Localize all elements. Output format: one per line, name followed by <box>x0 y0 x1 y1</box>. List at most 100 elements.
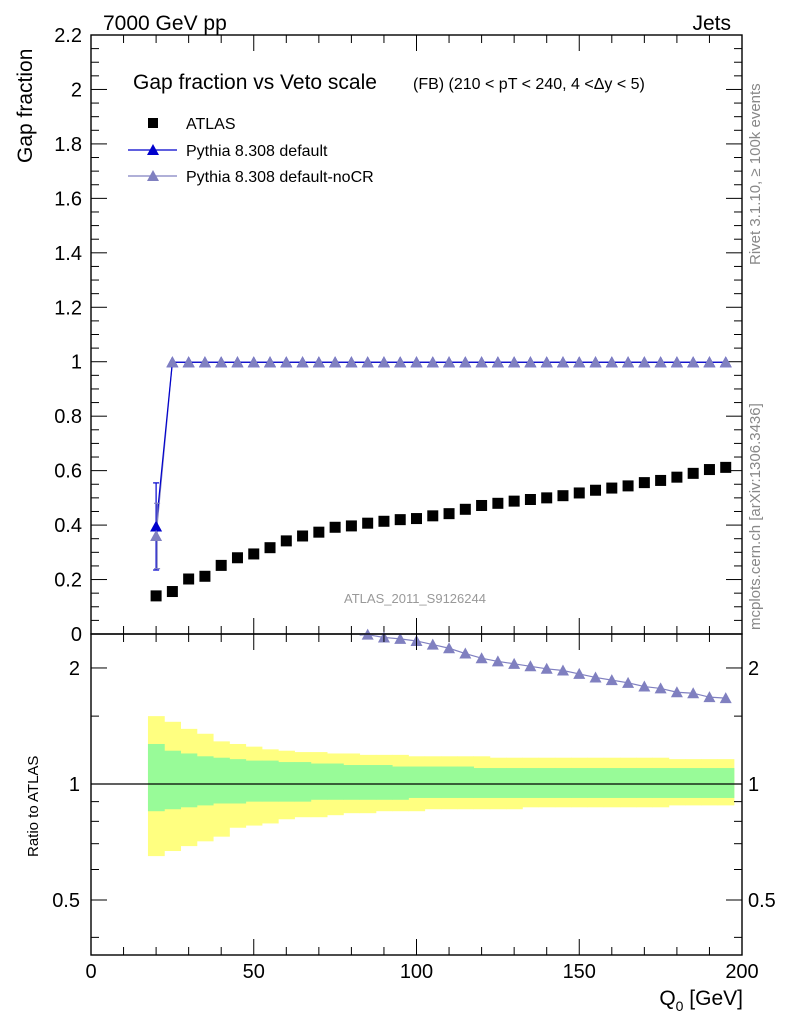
ratio-data-series <box>359 628 732 704</box>
data-point-triangle <box>687 356 700 368</box>
data-point-triangle <box>524 356 537 368</box>
data-point-square <box>687 467 699 479</box>
data-point-square <box>703 464 715 476</box>
x-tick-label: 100 <box>400 961 433 983</box>
data-point-square <box>476 499 488 511</box>
ratio-band-inner <box>668 768 686 798</box>
data-point-triangle <box>410 356 423 368</box>
data-point-triangle <box>150 529 163 541</box>
data-point-square <box>492 497 504 509</box>
ratio-band-inner <box>164 750 182 810</box>
data-point-square <box>183 573 195 585</box>
x-axis-label: Q0 [GeV] <box>659 987 743 1014</box>
ratio-band-inner <box>229 759 247 804</box>
data-point-triangle <box>264 356 277 368</box>
main-y-axis-label: Gap fraction <box>14 49 37 163</box>
ratio-y-tick-labels: 0.5 0.5 1 1 2 2 <box>52 658 776 912</box>
mcplots-label: mcplots.cern.ch [arXiv:1306.3436] <box>747 403 764 630</box>
data-point-square <box>622 480 634 492</box>
ratio-band-inner <box>489 768 507 798</box>
data-point-square <box>655 474 667 486</box>
data-point-triangle <box>231 356 244 368</box>
ratio-band-inner <box>196 756 214 806</box>
main-y-tick-label: 0.8 <box>54 406 82 428</box>
ratio-point-triangle <box>638 680 651 692</box>
data-point-triangle <box>345 356 358 368</box>
main-y-tick-label: 2.2 <box>54 25 82 47</box>
data-point-square <box>199 570 211 582</box>
data-point-triangle <box>394 356 407 368</box>
main-subtitle: (FB) (210 < pT < 240, 4 <Δy < 5) <box>413 76 645 93</box>
main-y-tick-label: 0 <box>71 624 82 646</box>
ratio-point-triangle <box>540 662 553 674</box>
data-point-square <box>606 482 618 494</box>
main-y-tick-label: 1.4 <box>54 243 82 265</box>
main-tick-marks <box>90 34 743 635</box>
ratio-band-inner <box>571 768 588 798</box>
legend-label-nocr: Pythia 8.308 default-noCR <box>186 169 374 186</box>
ratio-band-inner <box>343 765 361 800</box>
data-point-square <box>524 493 536 505</box>
data-point-triangle <box>556 356 569 368</box>
data-point-square <box>264 542 276 554</box>
data-point-triangle <box>166 356 179 368</box>
ratio-y-tick-label-right: 2 <box>748 658 759 680</box>
data-point-square <box>280 535 292 547</box>
ratio-band-inner <box>359 765 377 800</box>
legend-marker-default <box>147 144 159 155</box>
ratio-point-triangle <box>426 638 439 650</box>
main-title: Gap fraction vs Veto scale <box>133 71 377 94</box>
main-y-tick-label: 1.8 <box>54 134 82 156</box>
ratio-band-inner <box>554 768 572 798</box>
legend: ATLAS Pythia 8.308 default Pythia 8.308 … <box>128 116 374 186</box>
data-point-triangle <box>475 356 488 368</box>
ratio-band-inner <box>147 743 165 812</box>
data-point-triangle <box>377 356 390 368</box>
ratio-band-inner <box>603 768 621 798</box>
ratio-band-inner <box>587 768 605 798</box>
data-point-triangle <box>443 356 456 368</box>
ratio-band-inner <box>278 762 295 802</box>
data-point-triangle <box>296 356 309 368</box>
series-line <box>155 361 726 537</box>
data-point-triangle <box>605 356 618 368</box>
data-point-square <box>427 510 439 522</box>
data-point-triangle <box>638 356 651 368</box>
ratio-band-inner <box>685 768 702 798</box>
main-y-tick-label: 1 <box>71 352 82 374</box>
data-point-square <box>411 513 422 525</box>
data-point-square <box>297 530 309 542</box>
ratio-plot-frame <box>90 633 743 956</box>
data-point-triangle <box>459 356 472 368</box>
ratio-point-triangle <box>687 687 700 699</box>
data-point-triangle <box>198 356 211 368</box>
data-point-triangle <box>426 356 439 368</box>
ratio-y-tick-label-right: 0.5 <box>748 890 776 912</box>
legend-label-atlas: ATLAS <box>186 116 236 133</box>
ratio-point-triangle <box>524 660 537 672</box>
ratio-point-triangle <box>491 655 504 667</box>
data-point-square <box>590 484 602 496</box>
ratio-band-inner <box>375 765 393 800</box>
ratio-band-inner <box>392 766 409 800</box>
ratio-band-inner <box>310 763 328 800</box>
data-point-square <box>573 487 585 499</box>
data-point-square <box>166 586 178 598</box>
data-point-square <box>508 495 520 507</box>
ratio-point-triangle <box>394 632 407 644</box>
ratio-band-inner <box>636 768 653 798</box>
x-tick-label: 200 <box>725 961 758 983</box>
main-y-tick-label: 1.2 <box>54 297 82 319</box>
main-data-series <box>150 356 732 602</box>
ratio-point-triangle <box>670 686 683 698</box>
header-left: 7000 GeV pp <box>103 12 227 35</box>
ratio-y-tick-label: 0.5 <box>52 890 80 912</box>
data-point-triangle <box>573 356 586 368</box>
data-point-square <box>638 477 650 489</box>
data-point-square <box>394 514 406 526</box>
ratio-band-inner <box>473 768 491 798</box>
data-point-triangle <box>182 356 195 368</box>
data-point-triangle <box>312 356 325 368</box>
ratio-band-inner <box>408 766 426 798</box>
ratio-band-inner <box>506 768 523 798</box>
